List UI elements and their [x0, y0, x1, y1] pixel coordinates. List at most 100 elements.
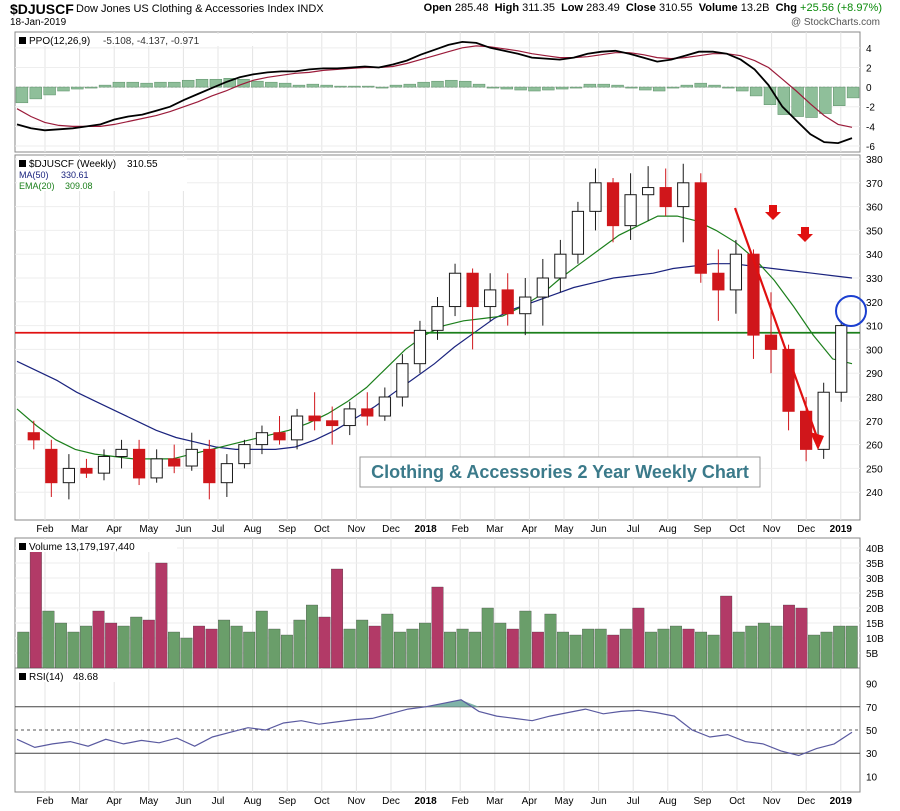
candle-body: [729, 253, 743, 291]
ppo-histogram-bar: [140, 82, 153, 88]
annotation-box: [359, 456, 761, 488]
x-tick-label: Apr: [106, 524, 122, 535]
ppo-histogram-bar: [85, 86, 98, 89]
ppo-histogram-bar: [43, 86, 56, 96]
candle-body: [273, 432, 286, 441]
candle-body: [606, 182, 620, 227]
ppo-histogram-bar: [112, 81, 126, 88]
ppo-histogram-bar: [278, 82, 292, 88]
candle-body: [203, 448, 216, 484]
volume-bar: [707, 634, 720, 669]
volume-bar: [845, 625, 858, 669]
volume-y-tick: 25B: [866, 589, 884, 600]
candle-body: [80, 467, 93, 474]
x-tick-label: Jul: [627, 524, 640, 535]
ppo-histogram-bar: [597, 83, 610, 88]
candle-body: [817, 391, 830, 450]
volume-bar: [569, 634, 582, 669]
ppo-histogram-bar: [625, 86, 638, 89]
x-tick-label: Jun: [175, 524, 191, 535]
ppo-histogram-bar: [320, 84, 333, 88]
price-y-tick: 310: [866, 322, 883, 333]
volume-bar: [695, 631, 708, 669]
ppo-histogram-bar: [583, 83, 597, 88]
ppo-y-tick: -2: [866, 103, 875, 114]
volume-bar: [783, 604, 795, 669]
ppo-histogram-bar: [306, 83, 320, 88]
ticker-description: Dow Jones US Clothing & Accessories Inde…: [76, 3, 324, 15]
volume-bar: [419, 622, 431, 669]
ppo-histogram-bar: [15, 86, 29, 104]
volume-bar: [80, 625, 92, 669]
ppo-histogram-bar: [98, 84, 112, 88]
rsi-y-tick: 70: [866, 703, 878, 714]
x-tick-label-rsi: Sep: [694, 796, 712, 807]
ppo-histogram-bar: [833, 86, 846, 106]
x-tick-label-rsi: 2019: [830, 796, 853, 807]
x-tick-label-rsi: Feb: [452, 796, 470, 807]
x-tick-label-rsi: Jul: [212, 796, 225, 807]
price-y-tick: 330: [866, 274, 883, 285]
x-tick-label: Aug: [244, 524, 262, 535]
candle-body: [642, 187, 655, 196]
candle-body: [764, 334, 778, 350]
ppo-histogram-bar: [555, 86, 569, 90]
volume-bar: [142, 619, 155, 669]
ppo-histogram-bar: [472, 83, 486, 88]
chart-date: 18-Jan-2019: [10, 17, 67, 28]
volume-legend-bg: [17, 540, 177, 552]
close-value: 310.55: [658, 2, 693, 14]
high-label: High: [494, 2, 520, 14]
price-y-tick: 280: [866, 393, 883, 404]
breakdown-arrow-line: [733, 207, 820, 441]
candle-body: [782, 348, 795, 412]
x-tick-label: May: [555, 524, 574, 535]
volume-bar: [331, 568, 344, 669]
rsi-y-tick: 30: [866, 749, 878, 760]
x-tick-label: Mar: [486, 524, 504, 535]
x-tick-label: Mar: [71, 524, 89, 535]
x-tick-label: 2019: [830, 524, 853, 535]
x-tick-label: Sep: [278, 524, 296, 535]
volume-bar: [155, 562, 168, 669]
volume-y-tick: 40B: [866, 544, 884, 555]
x-tick-label-rsi: Feb: [36, 796, 54, 807]
price-legend-swatch: [19, 160, 26, 167]
volume-bar: [644, 631, 657, 669]
ppo-histogram-bar: [819, 86, 832, 114]
x-tick-label-rsi: Jul: [627, 796, 640, 807]
candle-body: [466, 272, 479, 308]
ppo-histogram-bar: [265, 81, 278, 88]
volume-bar: [306, 604, 318, 669]
volume-bar: [280, 634, 293, 669]
candle-body: [185, 448, 198, 467]
candle-body: [624, 194, 637, 227]
ppo-histogram-bar: [431, 80, 444, 88]
volume-bar: [393, 631, 406, 669]
volume-bar: [519, 610, 532, 669]
price-y-tick: 300: [866, 345, 883, 356]
low-label: Low: [561, 2, 584, 14]
quote-summary: Open 285.48 High 311.35 Low 283.49 Close…: [424, 2, 882, 14]
price-y-tick: 370: [866, 179, 883, 190]
ticker-symbol: $DJUSCF: [10, 1, 74, 17]
ppo-legend-bg: [17, 34, 257, 46]
candle-body: [343, 408, 356, 427]
ppo-histogram-bar: [542, 86, 555, 91]
ppo-histogram-bar: [528, 86, 541, 92]
volume-label: Volume: [698, 2, 738, 14]
ppo-histogram-bar: [168, 81, 181, 88]
price-legend-label: $DJUSCF (Weekly): [29, 159, 116, 170]
ppo-y-tick: 0: [866, 83, 872, 94]
x-tick-label-rsi: Mar: [486, 796, 504, 807]
x-tick-label-rsi: Mar: [71, 796, 89, 807]
ppo-histogram-bar: [694, 82, 707, 88]
ppo-histogram-bar: [639, 86, 652, 91]
candle-body: [27, 432, 40, 441]
candle-body: [290, 415, 304, 441]
volume-bar: [130, 616, 143, 669]
candle-body: [115, 448, 128, 457]
volume-bar: [594, 628, 607, 669]
description-text: Dow Jones US Clothing & Accessories Inde…: [76, 3, 295, 15]
volume-bar: [205, 628, 218, 669]
